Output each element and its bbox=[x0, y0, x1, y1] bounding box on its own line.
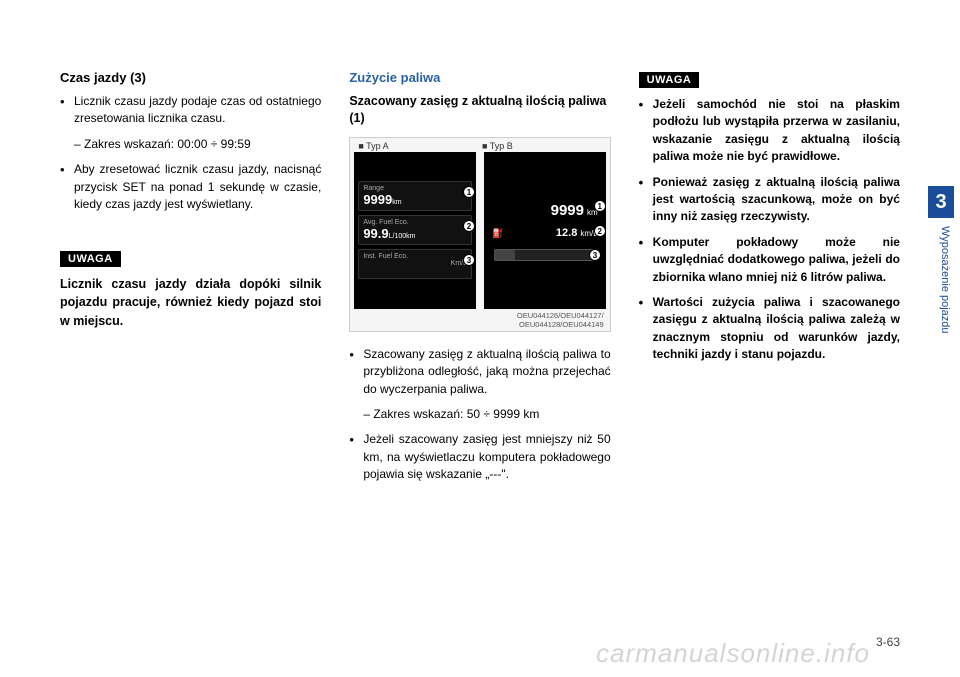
col3-bullet-2: Ponieważ zasięg z aktualną ilością paliw… bbox=[639, 174, 900, 226]
range-label: Range bbox=[363, 185, 467, 192]
marker-2: 2 bbox=[463, 220, 475, 232]
marker-b2: 2 bbox=[594, 225, 606, 237]
marker-3: 3 bbox=[463, 254, 475, 266]
col3-bullet-3: Komputer pokładowy może nie uwzględniać … bbox=[639, 234, 900, 286]
inst-label: Inst. Fuel Eco. bbox=[363, 253, 467, 260]
typeb-value-2: 12.8 bbox=[556, 227, 577, 239]
range-unit: km bbox=[392, 199, 401, 206]
col2-bullet-2: Jeżeli szacowany zasięg jest mniejszy ni… bbox=[349, 431, 610, 483]
col3-bullet-4: Wartości zużycia paliwa i szacowanego za… bbox=[639, 294, 900, 364]
typeb-line-2: ⛽ 12.8 km/L 2 bbox=[488, 225, 602, 241]
typeb-line-1: 9999 km 1 bbox=[488, 200, 602, 221]
chapter-label: Wyposażenie pojazdu bbox=[939, 226, 951, 334]
type-a-label: ■ Typ A bbox=[356, 141, 390, 151]
col1-bullet-1: Licznik czasu jazdy podaje czas od ostat… bbox=[60, 93, 321, 128]
spacer bbox=[60, 221, 321, 249]
col2-bullet-1-sub: – Zakres wskazań: 50 ÷ 9999 km bbox=[349, 406, 610, 423]
col2-subheading: Szacowany zasięg z aktualną ilością pali… bbox=[349, 93, 610, 127]
typeb-value-1: 9999 bbox=[551, 202, 584, 219]
marker-1: 1 bbox=[463, 186, 475, 198]
figure-caption: OEU044126/OEU044127/OEU044128/OEU044149 bbox=[517, 312, 604, 329]
inst-unit: Km/L bbox=[363, 260, 467, 267]
col2-heading: Zużycie paliwa bbox=[349, 70, 610, 85]
mini-range: Range 9999km 1 bbox=[358, 181, 472, 211]
mini-avg: Avg. Fuel Eco. 99.9L/100km 2 bbox=[358, 215, 472, 245]
page-content: Czas jazdy (3) Licznik czasu jazdy podaj… bbox=[0, 0, 960, 531]
marker-b1: 1 bbox=[594, 200, 606, 212]
column-3: UWAGA Jeżeli samochód nie stoi na płaski… bbox=[639, 70, 900, 491]
column-2: Zużycie paliwa Szacowany zasięg z aktual… bbox=[349, 70, 610, 491]
col1-list: Licznik czasu jazdy podaje czas od ostat… bbox=[60, 93, 321, 213]
col2-bullet-1: Szacowany zasięg z aktualną ilością pali… bbox=[349, 346, 610, 398]
type-b-label: ■ Typ B bbox=[480, 141, 515, 151]
col1-heading: Czas jazdy (3) bbox=[60, 70, 321, 85]
notice-badge: UWAGA bbox=[60, 251, 121, 267]
chapter-number: 3 bbox=[928, 186, 954, 218]
range-value: 9999 bbox=[363, 192, 392, 207]
col1-bullet-1-sub: – Zakres wskazań: 00:00 ÷ 99:59 bbox=[60, 136, 321, 153]
avg-label: Avg. Fuel Eco. bbox=[363, 219, 467, 226]
avg-value: 99.9 bbox=[363, 226, 388, 241]
instrument-figure: ■ Typ A ■ Typ B Range 9999km 1 Avg. Fuel… bbox=[349, 137, 610, 332]
fuel-bar: 3 bbox=[494, 249, 596, 261]
page-number: 3-63 bbox=[876, 635, 900, 649]
col2-list: Szacowany zasięg z aktualną ilością pali… bbox=[349, 346, 610, 484]
panel-type-b: ⛽ 9999 km 1 ⛽ 12.8 km/L 2 3 bbox=[484, 152, 606, 309]
marker-b3: 3 bbox=[589, 249, 601, 261]
side-tab: 3 Wyposażenie pojazdu bbox=[926, 180, 960, 350]
col3-list: Jeżeli samochód nie stoi na płaskim podł… bbox=[639, 96, 900, 363]
col1-note: Licznik czasu jazdy działa dopóki silnik… bbox=[60, 275, 321, 329]
watermark: carmanualsonline.info bbox=[596, 638, 870, 669]
col3-bullet-1: Jeżeli samochód nie stoi na płaskim podł… bbox=[639, 96, 900, 166]
avg-unit: L/100km bbox=[389, 233, 416, 240]
col1-bullet-2: Aby zresetować licznik czasu jazdy, naci… bbox=[60, 161, 321, 213]
notice-badge-2: UWAGA bbox=[639, 72, 700, 88]
column-1: Czas jazdy (3) Licznik czasu jazdy podaj… bbox=[60, 70, 321, 491]
panel-type-a: Range 9999km 1 Avg. Fuel Eco. 99.9L/100k… bbox=[354, 152, 476, 309]
mini-inst: Inst. Fuel Eco. Km/L 3 bbox=[358, 249, 472, 279]
